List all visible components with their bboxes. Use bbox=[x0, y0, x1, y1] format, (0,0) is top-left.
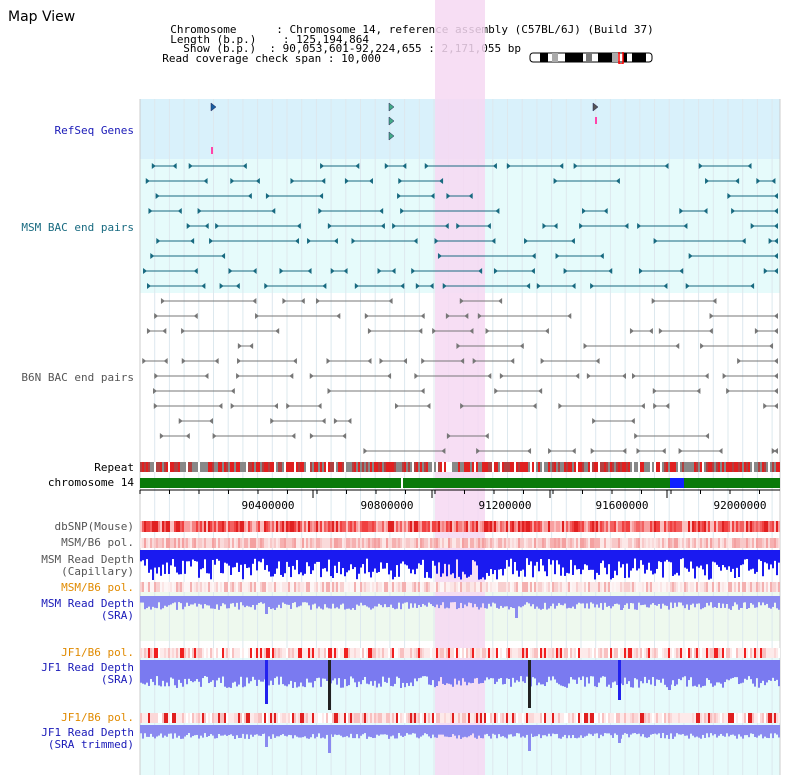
axis-tick-label: 91200000 bbox=[478, 499, 532, 512]
msm-b6-pol-sra-track bbox=[140, 582, 780, 592]
axis-tick-label: 91600000 bbox=[595, 499, 649, 512]
chromosome-track-label: chromosome 14 bbox=[47, 476, 134, 489]
repeat-track bbox=[140, 462, 780, 472]
span-info: Read coverage check span : 10,000 bbox=[162, 52, 381, 65]
chromosome-bar bbox=[140, 478, 780, 488]
jf1-b6-pol-track bbox=[140, 648, 780, 658]
position-axis bbox=[139, 489, 780, 498]
jf1-depth-sra-label-1[interactable]: JF1 Read Depth bbox=[41, 661, 134, 674]
b6n-bac-track bbox=[142, 298, 778, 454]
dbsnp-label[interactable]: dbSNP(Mouse) bbox=[54, 520, 134, 533]
dbsnp-track bbox=[140, 521, 780, 532]
page-title: Map View bbox=[8, 9, 76, 25]
jf1-depth-sra-label-2[interactable]: (SRA) bbox=[100, 673, 134, 686]
msm-b6-pol-sra-label[interactable]: MSM/B6 pol. bbox=[61, 581, 134, 594]
length-info: Length (b.p.) : 125,194,864 bbox=[170, 33, 369, 46]
msm-depth-sra-label-1[interactable]: MSM Read Depth bbox=[41, 597, 134, 610]
chromosome-label: Chromosome bbox=[170, 23, 237, 36]
axis-tick-label: 92000000 bbox=[713, 499, 767, 512]
msm-depth-capillary-track bbox=[140, 550, 780, 580]
jf1-depth-trimmed-label-2[interactable]: (SRA trimmed) bbox=[47, 738, 134, 751]
selected-region-highlight bbox=[435, 0, 485, 775]
msm-depth-capillary-label-1[interactable]: MSM Read Depth bbox=[41, 553, 134, 566]
span-value: 10,000 bbox=[341, 52, 381, 65]
jf1-b6-pol-label[interactable]: JF1/B6 pol. bbox=[61, 646, 134, 659]
refseq-genes-label[interactable]: RefSeq Genes bbox=[54, 124, 134, 137]
msm-depth-capillary-label-2[interactable]: (Capillary) bbox=[61, 565, 134, 578]
refseq-genes-track bbox=[210, 102, 599, 154]
msm-depth-sra-track bbox=[140, 596, 780, 618]
msm-bac-track bbox=[143, 163, 778, 289]
length-label: Length (b.p.) bbox=[170, 33, 257, 46]
msm-b6-pol-track bbox=[140, 538, 780, 548]
length-value: 125,194,864 bbox=[296, 33, 369, 46]
jf1-b6-pol-trimmed-label[interactable]: JF1/B6 pol. bbox=[61, 711, 134, 724]
msm-depth-sra-label-2[interactable]: (SRA) bbox=[100, 609, 134, 622]
axis-tick-label: 90400000 bbox=[241, 499, 295, 512]
jf1-depth-trimmed-track bbox=[140, 725, 780, 753]
show-label: Show (b.p.) bbox=[183, 42, 257, 55]
chromosome-ideogram[interactable] bbox=[528, 52, 658, 64]
jf1-depth-trimmed-label-1[interactable]: JF1 Read Depth bbox=[41, 726, 134, 739]
axis-tick-label: 90800000 bbox=[360, 499, 414, 512]
msm-b6-pol-label[interactable]: MSM/B6 pol. bbox=[61, 536, 134, 549]
msm-bac-label[interactable]: MSM BAC end pairs bbox=[21, 221, 134, 234]
jf1-b6-pol-trimmed-track bbox=[140, 713, 780, 723]
span-label: Read coverage check span bbox=[162, 52, 322, 65]
jf1-depth-sra-track bbox=[140, 660, 780, 710]
repeat-label: Repeat bbox=[94, 461, 134, 474]
b6n-bac-label[interactable]: B6N BAC end pairs bbox=[21, 371, 134, 384]
